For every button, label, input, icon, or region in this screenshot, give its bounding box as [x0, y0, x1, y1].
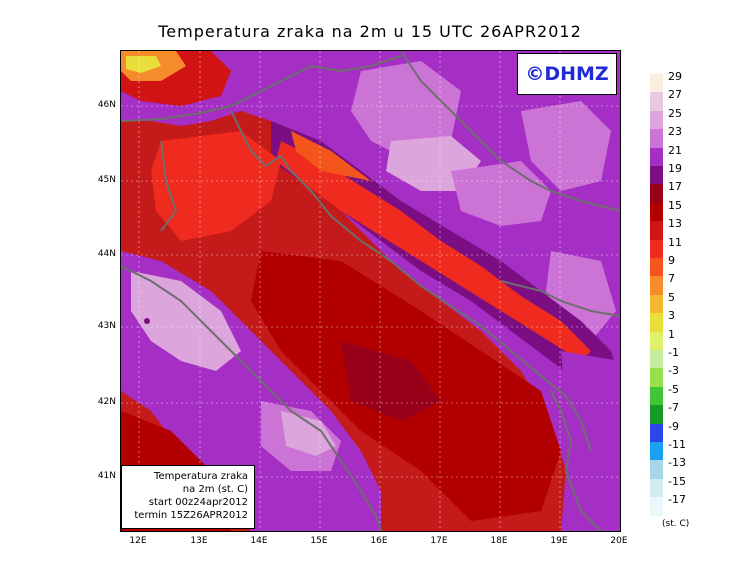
legend-label: -3 — [668, 364, 679, 378]
legend-label: 21 — [668, 143, 682, 157]
legend-label: 29 — [668, 70, 682, 83]
legend-label: 15 — [668, 198, 682, 212]
legend-swatch — [650, 460, 663, 479]
legend-label: 5 — [668, 290, 675, 304]
lat-label-44n: 44N — [97, 249, 116, 259]
legend-swatch — [650, 129, 663, 148]
legend-swatch — [650, 294, 663, 314]
map-title: Temperatura zraka na 2m u 15 UTC 26APR20… — [158, 22, 582, 41]
legend-swatch — [650, 239, 663, 258]
legend-label: 11 — [668, 235, 682, 249]
lat-label-46n: 46N — [97, 100, 116, 110]
lon-label-14e: 14E — [250, 536, 268, 546]
legend-label: -11 — [668, 438, 686, 451]
legend-label: 19 — [668, 162, 682, 175]
legend-swatch — [650, 221, 663, 240]
lon-label-20e: 20E — [610, 536, 628, 546]
legend-swatch — [650, 202, 663, 222]
lat-label-42n: 42N — [97, 397, 116, 407]
legend-swatch — [650, 110, 663, 130]
lon-label-16e: 16E — [370, 536, 388, 546]
legend-label: 27 — [668, 88, 682, 102]
legend-swatch — [650, 92, 663, 111]
legend-swatch — [650, 184, 663, 203]
legend-label: -13 — [668, 456, 686, 470]
lat-label-41n: 41N — [97, 471, 116, 481]
legend-label: -1 — [668, 346, 679, 359]
temperature-field — [121, 51, 620, 531]
lon-label-17e: 17E — [430, 536, 448, 546]
legend-swatch — [650, 313, 663, 332]
legend-swatch — [650, 478, 663, 498]
legend-swatch — [650, 74, 663, 93]
lon-label-18e: 18E — [490, 536, 508, 546]
legend-label: -15 — [668, 474, 686, 488]
dhmz-logo: ©DHMZ — [517, 53, 617, 95]
legend-label: 13 — [668, 217, 682, 231]
legend-label: 9 — [668, 254, 675, 267]
legend-label: -17 — [668, 493, 686, 507]
legend-swatch — [650, 331, 663, 350]
info-line-termin: termin 15Z26APR2012 — [134, 510, 248, 521]
lon-label-12e: 12E — [129, 536, 147, 546]
info-line-units: na 2m (st. C) — [182, 484, 248, 495]
legend-label: 3 — [668, 309, 675, 323]
legend-swatch — [650, 497, 663, 516]
legend-label: 7 — [668, 272, 675, 286]
legend-swatch — [650, 276, 663, 295]
temperature-map: ©DHMZ Temperatura zraka na 2m (st. C) st… — [120, 50, 621, 532]
legend-swatch — [650, 166, 663, 185]
lon-label-15e: 15E — [310, 536, 328, 546]
legend-swatch — [650, 423, 663, 442]
legend-label: 1 — [668, 327, 675, 341]
info-line-variable: Temperatura zraka — [154, 471, 248, 482]
legend-label: 25 — [668, 106, 682, 120]
legend-label: -9 — [668, 419, 679, 433]
legend-label: 23 — [668, 125, 682, 139]
lon-label-19e: 19E — [550, 536, 568, 546]
legend-swatch — [650, 405, 663, 424]
lat-label-43n: 43N — [97, 321, 116, 331]
legend-units: (st. C) — [662, 519, 690, 529]
legend-label: 17 — [668, 180, 682, 194]
lat-label-45n: 45N — [97, 175, 116, 185]
legend-swatch — [650, 368, 663, 387]
legend-swatch — [650, 350, 663, 369]
info-box: Temperatura zraka na 2m (st. C) start 00… — [121, 465, 255, 529]
legend-label: -7 — [668, 401, 679, 415]
legend-swatch — [650, 258, 663, 277]
legend-swatch — [650, 386, 663, 406]
legend-label: -5 — [668, 382, 679, 396]
info-line-start: start 00z24apr2012 — [148, 497, 248, 508]
legend-swatch — [650, 442, 663, 461]
lon-label-13e: 13E — [190, 536, 208, 546]
legend-swatch — [650, 147, 663, 166]
